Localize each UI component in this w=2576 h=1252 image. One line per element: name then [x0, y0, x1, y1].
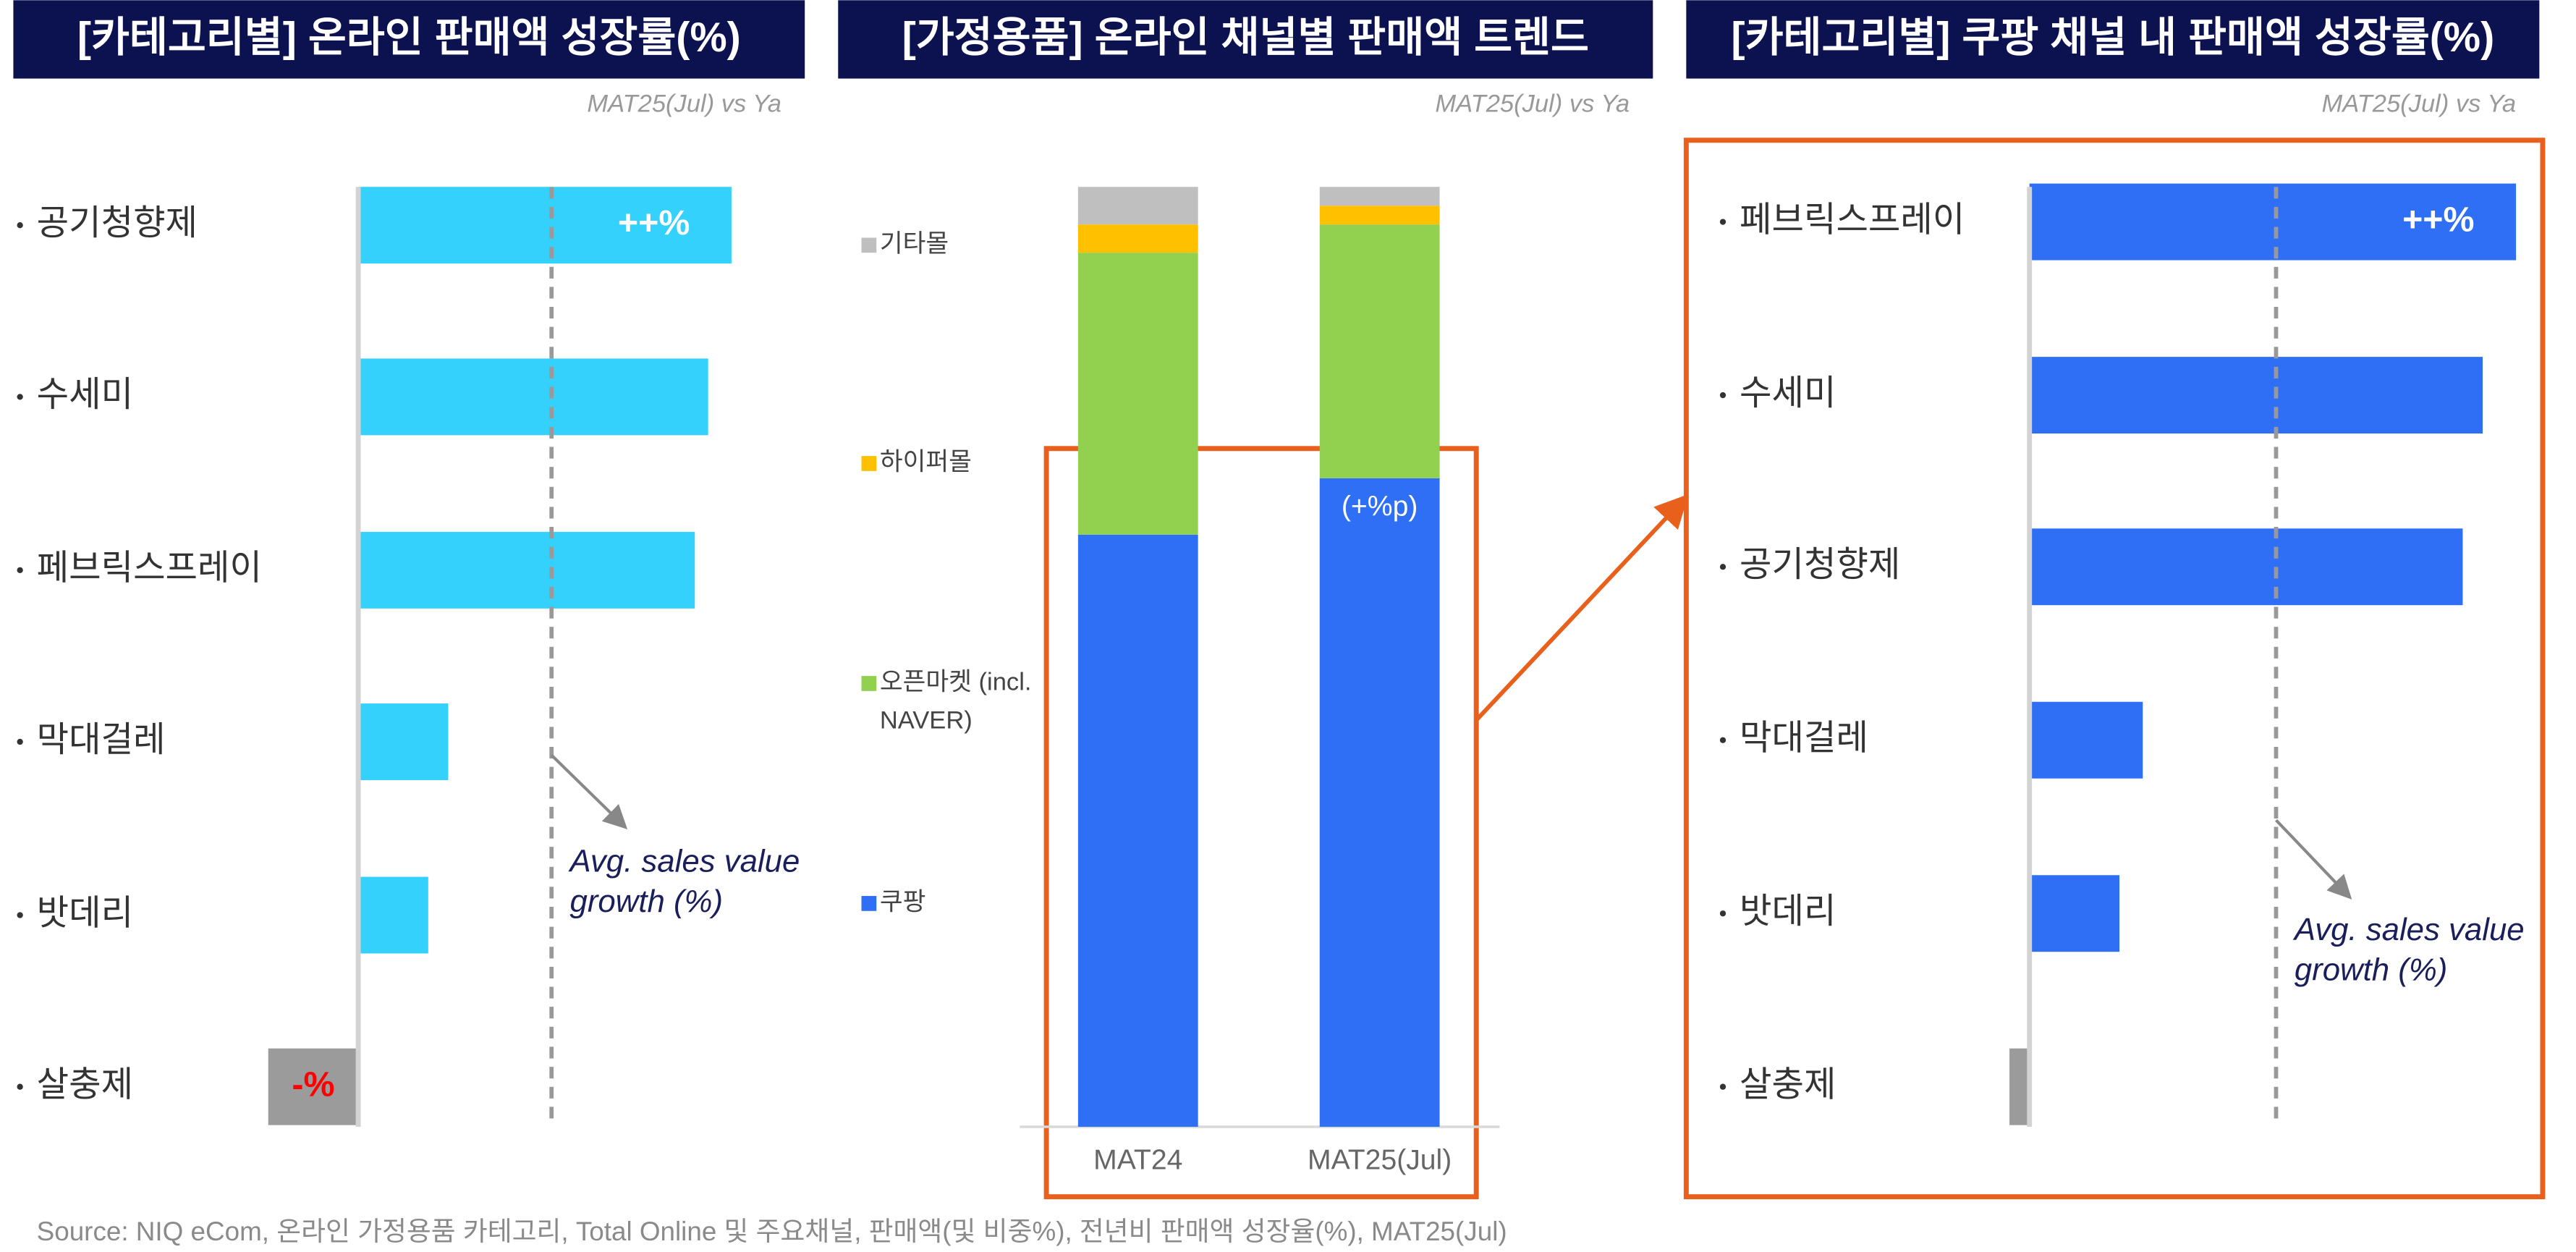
chart-title: [가정용품] 온라인 채널별 판매액 트렌드	[902, 14, 1589, 61]
title-bar	[13, 0, 805, 79]
bullet	[1719, 737, 1726, 743]
bar	[2029, 183, 2517, 261]
category-label: 수세미	[37, 375, 133, 414]
bar	[2029, 528, 2463, 606]
value-label: (+%p)	[1342, 491, 1418, 523]
category-label: 막대걸레	[37, 720, 166, 759]
category-label: 막대걸레	[1740, 719, 1868, 758]
legend-swatch	[861, 896, 877, 911]
bullet	[17, 222, 23, 229]
highlight-box	[1043, 446, 1479, 1200]
category-label: 공기청향제	[37, 203, 198, 242]
bar-segment	[1077, 187, 1198, 225]
chart-title: [카테고리별] 온라인 판매액 성장률(%)	[77, 14, 741, 61]
annotation: Avg. sales value	[568, 844, 800, 879]
annotation-arrow	[2275, 819, 2352, 900]
bullet	[17, 912, 23, 918]
annotation: growth (%)	[570, 884, 724, 919]
bar	[2029, 701, 2143, 779]
legend-entry: 기타몰	[879, 230, 949, 259]
value-label: ++%	[618, 203, 690, 242]
category-label: 수세미	[1740, 373, 1836, 413]
legend-swatch	[861, 456, 877, 471]
bullet	[17, 394, 23, 400]
legend-entry: 쿠팡	[879, 888, 926, 917]
bar	[358, 358, 708, 436]
legend-swatch	[861, 676, 877, 691]
link-arrow	[1475, 494, 1689, 722]
x-tick-label: MAT25(Jul)	[1308, 1145, 1452, 1176]
bullet	[1719, 392, 1726, 399]
bar	[2029, 875, 2120, 952]
category-label: 페브릭스프레이	[37, 549, 262, 588]
highlight-box	[1683, 138, 2546, 1200]
category-label: 밧데리	[37, 893, 133, 932]
chart-subtitle: MAT25(Jul) vs Ya	[2321, 90, 2516, 118]
value-label: -%	[292, 1065, 334, 1104]
legend-label: 기타몰	[879, 230, 949, 259]
x-tick-label: MAT24	[1093, 1145, 1182, 1176]
legend-entry: 하이퍼몰	[879, 448, 972, 477]
bar-segment	[1077, 224, 1198, 253]
bar-segment	[1077, 253, 1198, 535]
bar-segment	[1319, 187, 1440, 206]
title-bar	[838, 0, 1653, 79]
source-note: Source: NIQ eCom, 온라인 가정용품 카테고리, Total O…	[37, 1217, 1507, 1246]
annotation-arrow	[550, 753, 628, 829]
bar	[268, 1048, 359, 1125]
bar	[2029, 357, 2483, 434]
bar	[358, 187, 732, 264]
bullet	[1719, 564, 1726, 570]
bar-segment	[1319, 206, 1440, 225]
chart-title: [카테고리별] 쿠팡 채널 내 판매액 성장률(%)	[1731, 14, 2494, 61]
bar	[358, 876, 428, 954]
annotation: growth (%)	[2295, 952, 2448, 987]
chart-subtitle: MAT25(Jul) vs Ya	[587, 90, 781, 118]
bullet	[17, 738, 23, 745]
bar-segment	[1077, 534, 1198, 1127]
bar	[358, 703, 449, 781]
bullet	[1719, 219, 1726, 225]
category-label: 공기청향제	[1740, 545, 1900, 584]
bullet	[17, 567, 23, 574]
chart-subtitle: MAT25(Jul) vs Ya	[1435, 90, 1630, 118]
bar	[358, 531, 695, 609]
category-label: 페브릭스프레이	[1740, 200, 1965, 239]
legend-label: 오픈마켓 (incl. NAVER)	[879, 668, 1032, 735]
legend-swatch	[861, 237, 877, 253]
category-label: 살충제	[37, 1065, 133, 1104]
bar-segment	[1319, 224, 1440, 478]
bullet	[17, 1083, 23, 1090]
legend-label: 쿠팡	[879, 888, 926, 917]
value-label: ++%	[2402, 200, 2474, 239]
bullet	[1719, 910, 1726, 917]
legend-label: 하이퍼몰	[879, 448, 972, 477]
bullet	[1719, 1083, 1726, 1090]
category-label: 살충제	[1740, 1065, 1836, 1104]
bar	[2009, 1048, 2030, 1125]
bar-segment	[1319, 478, 1440, 1127]
title-bar	[1686, 0, 2540, 79]
legend-entry: 오픈마켓 (incl. NAVER)	[879, 668, 1032, 735]
annotation: Avg. sales value	[2292, 912, 2525, 947]
category-label: 밧데리	[1740, 892, 1836, 931]
